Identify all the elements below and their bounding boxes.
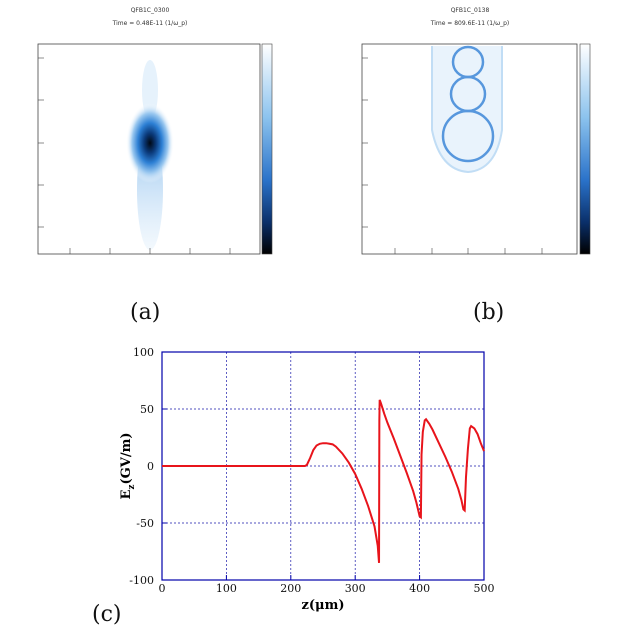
panel-a-bunch [126, 103, 174, 183]
chart-ticks [161, 351, 485, 581]
chart-x-tick-label: 200 [280, 582, 301, 595]
chart-y-axis-label: Ez(GV/m) [119, 432, 137, 499]
panel-b-colorbar [579, 43, 591, 255]
panel-a-colorbar [261, 43, 273, 255]
panel-a: QFB1C_0300 Time = 0.48E-11 (1/ω_p) [0, 0, 320, 290]
chart-x-tick-label: 300 [345, 582, 366, 595]
chart-y-tick-label: 50 [140, 403, 154, 416]
chart-y-tick-label: -50 [136, 517, 154, 530]
panel-b-time: Time = 809.6E-11 (1/ω_p) [430, 20, 510, 27]
chart-y-tick-label: -100 [129, 574, 154, 587]
panel-b-label: (b) [473, 300, 505, 325]
panel-b-title: QFB1C_0138 [451, 7, 490, 14]
chart-x-tick-label: 400 [409, 582, 430, 595]
chart-plot-area [161, 351, 485, 581]
chart-y-tick-label: 0 [147, 460, 154, 473]
panel-b-plot: QFB1C_0138 Time = 809.6E-11 (1/ω_p) [361, 7, 591, 255]
chart-x-tick-label: 0 [159, 582, 166, 595]
panel-c-label: (c) [92, 602, 122, 627]
chart-x-tick-label: 500 [474, 582, 495, 595]
chart-x-tick-label: 100 [216, 582, 237, 595]
chart-y-tick-label: 100 [133, 346, 154, 359]
panel-a-label: (a) [130, 300, 161, 325]
chart-grid [162, 352, 484, 580]
panel-b-rings [431, 45, 503, 174]
panel-a-ticks [38, 57, 231, 254]
panel-a-time: Time = 0.48E-11 (1/ω_p) [112, 20, 188, 27]
panel-a-plot: QFB1C_0300 Time = 0.48E-11 (1/ω_p) [37, 7, 273, 255]
chart-series-line [162, 399, 485, 563]
chart-x-axis-label: z(μm) [302, 598, 345, 613]
panel-b: QFB1C_0138 Time = 809.6E-11 (1/ω_p) [320, 0, 619, 290]
panel-a-title: QFB1C_0300 [131, 7, 170, 14]
panel-b-ticks [362, 57, 543, 254]
